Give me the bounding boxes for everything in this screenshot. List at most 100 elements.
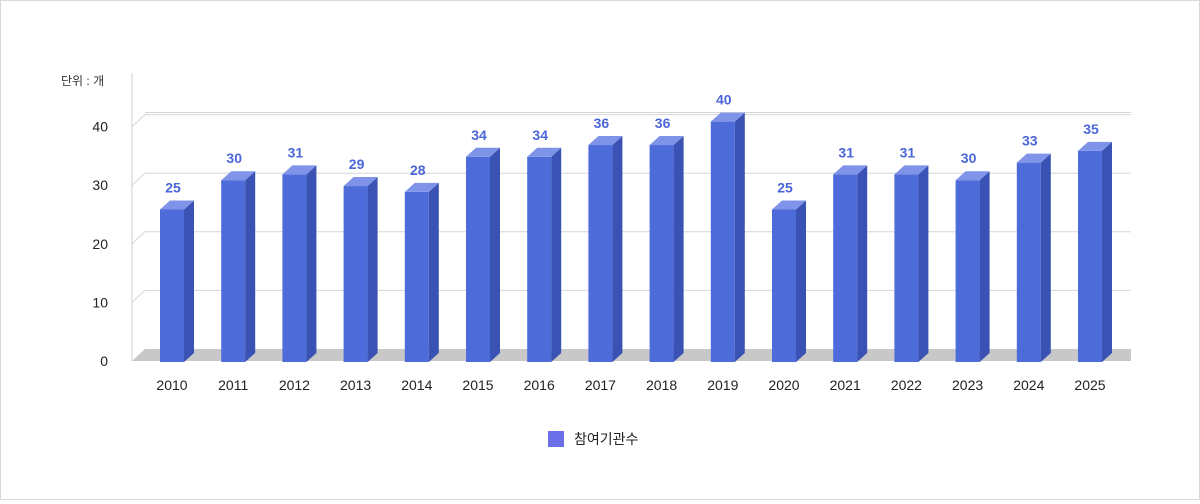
bar [1078,150,1102,362]
data-label: 35 [1083,121,1099,137]
bar [649,145,674,362]
bar-top [588,136,623,146]
y-tick-label: 10 [92,294,108,310]
y-tick-label: 0 [100,353,108,369]
gridline-diagonal [131,290,146,303]
data-label: 30 [961,150,977,166]
x-tick-labels: 2010 2011 2012 2013 2014 2015 2016 2017 2018 2019… [156,377,1105,393]
x-tick-label: 2012 [279,377,310,393]
y-tick-label: 40 [92,119,108,135]
data-label: 31 [288,144,304,160]
x-tick-label: 2014 [401,377,432,393]
bar [1016,162,1041,362]
bar [833,174,858,362]
x-tick-label: 2019 [707,377,738,393]
data-label: 40 [716,92,732,108]
gridline-diagonal [131,114,146,127]
x-tick-label: 2022 [891,377,922,393]
bar-side [551,147,562,362]
bar-top [527,147,562,157]
gridline-diagonal [131,231,146,245]
bar-top [772,200,806,210]
bar-top [833,165,868,175]
bar [955,180,980,362]
x-tick-label: 2018 [646,377,677,393]
bar-top [343,177,378,187]
data-label: 28 [410,162,426,178]
data-label: 36 [655,115,671,131]
bar-top [466,147,500,157]
legend-label: 참여기관수 [574,431,639,447]
data-label: 25 [165,180,181,196]
data-label: 30 [226,150,242,166]
bar-side [979,171,990,362]
bar [527,156,552,362]
bar-top [894,165,929,175]
bar-side [612,136,623,362]
bar-side [918,165,929,362]
bar-side [245,171,256,362]
data-label: 31 [838,144,854,160]
bar-side [490,147,500,362]
bar [894,174,919,362]
x-tick-label: 2013 [340,377,371,393]
bar-top [955,171,990,181]
x-tick-label: 2010 [156,377,187,393]
unit-label: 단위 : 개 [61,74,104,88]
bar [221,180,246,362]
data-label: 25 [777,180,793,196]
bar-top [404,182,439,192]
y-tick-label: 20 [92,236,108,252]
data-labels: 25 30 31 29 28 34 34 36 36 40 25 31 31 30 33 35 [165,92,1099,196]
bar-top [160,200,194,210]
data-label: 34 [471,127,487,143]
bar-top [221,171,256,181]
bar-side [1102,141,1112,362]
bar-side [734,112,745,362]
legend: 참여기관수 [548,430,638,448]
x-tick-label: 2025 [1074,377,1105,393]
bar-top [1016,153,1051,163]
bar [466,156,490,362]
legend-swatch [548,431,564,447]
bar-top [649,136,684,146]
bar-top [1078,141,1112,151]
x-tick-label: 2021 [830,377,861,393]
y-tick-label: 30 [92,177,108,193]
x-tick-label: 2016 [524,377,555,393]
bar-side [306,165,317,362]
bar-top [282,165,317,175]
x-tick-label: 2023 [952,377,983,393]
bar-side [673,136,684,362]
bar [772,209,796,362]
data-label: 33 [1022,133,1038,149]
axis [131,73,1131,361]
data-label: 29 [349,156,365,172]
bar-top [710,112,745,122]
x-tick-label: 2015 [462,377,493,393]
x-tick-label: 2017 [585,377,616,393]
bar-side [184,200,194,362]
bar [710,121,735,362]
data-label: 34 [532,127,548,143]
x-tick-label: 2011 [218,377,248,393]
bar [343,186,368,362]
bar-side [857,165,868,362]
chart-floor [132,349,1131,361]
bar-side [796,200,806,362]
bar [404,191,429,362]
data-label: 36 [594,115,610,131]
bar-side [1040,153,1051,362]
bar [282,174,307,362]
bar-side [367,177,378,362]
y-tick-labels: 0 10 20 30 40 [92,119,108,369]
bars [160,112,1112,362]
gridline-diagonal [131,172,146,186]
bar [588,145,613,362]
x-tick-label: 2024 [1013,377,1044,393]
data-label: 31 [900,144,916,160]
bar [160,209,184,362]
bar-side [428,182,439,362]
